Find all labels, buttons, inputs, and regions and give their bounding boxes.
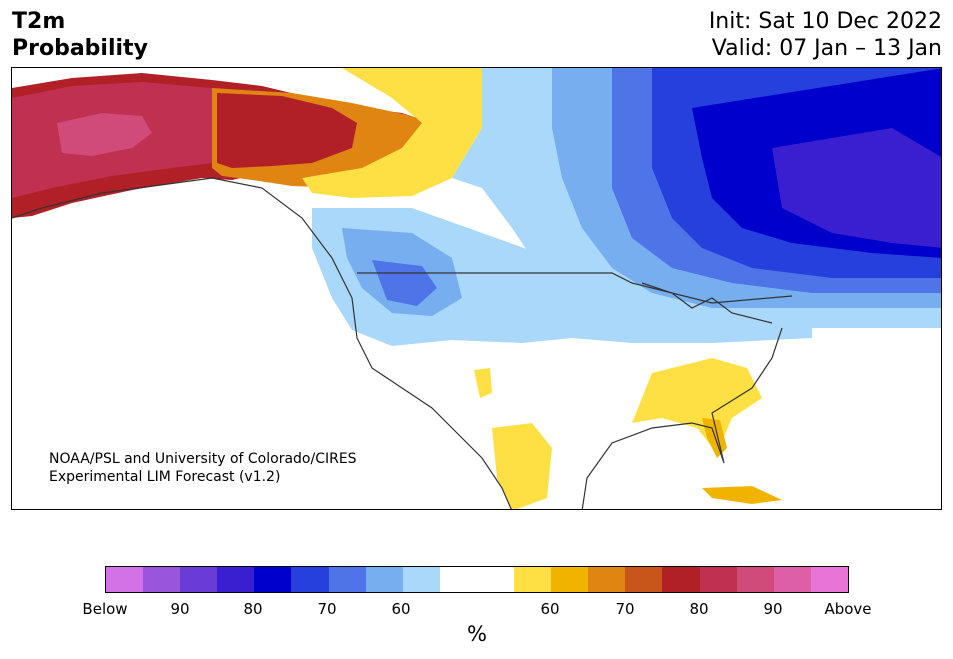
colorbar-tick-label: 80 [243, 600, 263, 618]
init-date: Init: Sat 10 Dec 2022 [708, 9, 942, 34]
colorbar-cell [476, 567, 515, 592]
colorbar-cell [588, 567, 626, 592]
quebec-purple-region [772, 128, 941, 248]
colorbar-cell [291, 567, 329, 592]
colorbar-tick-label: 70 [317, 600, 337, 618]
colorbar-tick-label: Above [824, 600, 872, 618]
colorbar-cell [254, 567, 292, 592]
colorbar-cell [365, 567, 403, 592]
colorbar-unit: % [467, 622, 487, 646]
colorbar-cell [736, 567, 774, 592]
west-coastline [12, 177, 512, 509]
colorbar-cell [402, 567, 440, 592]
colorbar-tick-label: 70 [615, 600, 635, 618]
alaska-pink-region [57, 113, 152, 156]
colorbar-tick-label: 60 [391, 600, 411, 618]
canada-us-border [357, 272, 793, 304]
probability-map [11, 67, 942, 510]
map-canvas [12, 68, 941, 509]
credit-line2: Experimental LIM Forecast (v1.2) [49, 469, 281, 485]
colorbar-cell [699, 567, 737, 592]
title-line-probability: Probability [12, 36, 148, 61]
colorbar-tick-label: Below [82, 600, 128, 618]
colorbar-cell [551, 567, 589, 592]
colorbar-tick-label: 90 [170, 600, 190, 618]
probability-colorbar [105, 566, 849, 593]
pacific-northwest-deep-blue [372, 260, 437, 306]
colorbar-tick-label: 90 [763, 600, 783, 618]
southwest-yellow-spot [474, 368, 492, 398]
colorbar-cell [662, 567, 700, 592]
map-title: T2m Probability [12, 8, 148, 62]
southeast-yellow-region [632, 358, 762, 453]
colorbar-cell [625, 567, 663, 592]
colorbar-cell [514, 567, 552, 592]
forecast-dates: Init: Sat 10 Dec 2022 Valid: 07 Jan – 13… [709, 8, 942, 62]
valid-date: Valid: 07 Jan – 13 Jan [711, 36, 942, 61]
gulf-coastline [581, 327, 783, 509]
great-lakes [641, 282, 773, 324]
canada-yellow-region [302, 68, 482, 198]
cuba-yellow-region [702, 486, 782, 504]
credit-line1: NOAA/PSL and University of Colorado/CIRE… [49, 451, 357, 467]
yukon-red-region [217, 93, 357, 168]
colorbar-cell [180, 567, 218, 592]
mexico-yellow-region [492, 423, 552, 509]
data-credit: NOAA/PSL and University of Colorado/CIRE… [49, 450, 357, 486]
title-line-variable: T2m [12, 9, 66, 34]
colorbar-cell [143, 567, 181, 592]
colorbar-tick-label: 80 [689, 600, 709, 618]
colorbar-cell [810, 567, 848, 592]
colorbar-cell [773, 567, 811, 592]
colorbar-cell [439, 567, 477, 592]
colorbar-tick-label: 60 [540, 600, 560, 618]
colorbar-cell [106, 567, 144, 592]
colorbar-cell [217, 567, 255, 592]
colorbar-cell [328, 567, 366, 592]
